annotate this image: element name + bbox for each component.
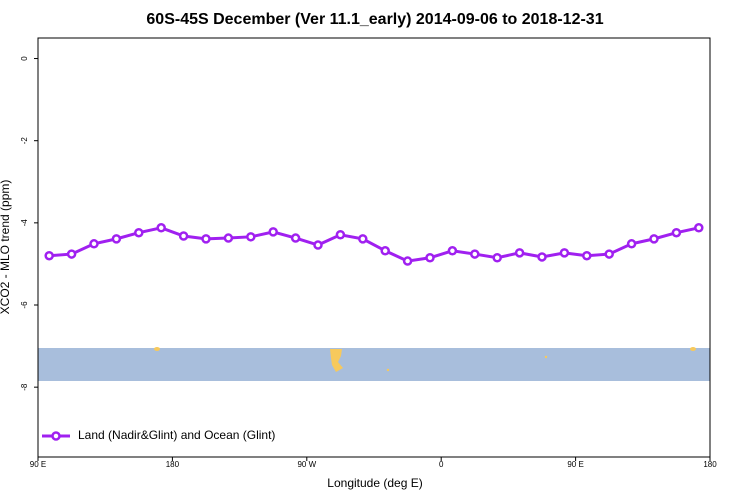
land-patch xyxy=(330,349,343,372)
point xyxy=(335,230,346,240)
x-axis-title: Longitude (deg E) xyxy=(327,476,422,490)
land-patch xyxy=(690,347,696,351)
point xyxy=(492,253,502,263)
point xyxy=(649,234,659,244)
point xyxy=(290,233,301,243)
legend-marker xyxy=(51,431,61,441)
land-patch xyxy=(544,355,548,359)
point xyxy=(470,249,480,259)
point xyxy=(559,248,570,258)
point xyxy=(626,239,637,249)
y-tick-label: -6 xyxy=(20,301,29,309)
point xyxy=(156,223,166,233)
x-tick-label: 90 W xyxy=(297,460,316,469)
legend-label: Land (Nadir&Glint) and Ocean (Glint) xyxy=(78,428,275,442)
point xyxy=(537,252,547,262)
point xyxy=(671,227,682,238)
point xyxy=(447,246,458,256)
ocean-band xyxy=(38,348,710,381)
point xyxy=(66,249,77,259)
point xyxy=(246,232,256,242)
point xyxy=(514,248,525,258)
point xyxy=(604,249,614,259)
point xyxy=(44,250,54,261)
point xyxy=(313,240,323,250)
map-strip xyxy=(38,347,710,381)
point xyxy=(380,246,390,256)
x-tick-label: 90 E xyxy=(30,460,46,469)
point xyxy=(358,234,368,244)
point xyxy=(425,253,435,263)
point xyxy=(111,234,122,244)
x-tick-label: 180 xyxy=(703,460,717,469)
y-axis-title: XCO2 - MLO trend (ppm) xyxy=(0,180,12,315)
point xyxy=(223,233,234,243)
point xyxy=(201,234,211,244)
x-tick-label: 180 xyxy=(166,460,180,469)
point xyxy=(134,227,144,238)
x-tick-label: 90 E xyxy=(567,460,583,469)
x-tick-label: 0 xyxy=(439,460,444,469)
land-patch xyxy=(386,368,390,372)
point xyxy=(89,239,99,249)
point xyxy=(268,227,278,237)
chart-title: 60S-45S December (Ver 11.1_early) 2014-0… xyxy=(146,11,603,28)
y-tick-label: -4 xyxy=(20,219,29,227)
point xyxy=(178,231,189,241)
point xyxy=(402,256,413,266)
y-tick-label: -2 xyxy=(20,137,29,145)
y-tick-label: 0 xyxy=(20,56,29,61)
land-patch xyxy=(154,347,160,351)
point xyxy=(582,250,592,261)
series-line xyxy=(49,226,700,263)
y-tick-label: -8 xyxy=(20,383,29,391)
point xyxy=(694,223,704,233)
plot-frame xyxy=(37,37,711,458)
